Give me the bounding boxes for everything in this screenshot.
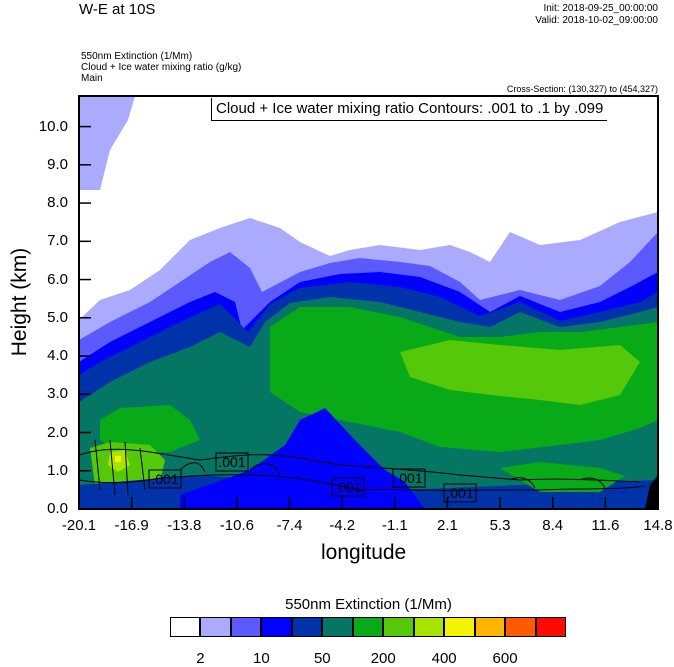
contour-label: .001 (446, 485, 473, 501)
y-tick-label: 0.0 (47, 500, 68, 517)
cross-section-label: Cross-Section: (130,327) to (454,327) (506, 84, 658, 94)
x-tick-labels: -20.1 -16.9 -13.8 -10.6 -7.4 -4.2 -1.1 2.1 5.3 8.… (0, 512, 674, 534)
x-tick-label: 2.1 (437, 517, 458, 534)
contour-info-box: Cloud + Ice water mixing ratio Contours:… (211, 98, 608, 121)
field-label-extinction: 550nm Extinction (1/Mm) (81, 51, 193, 62)
y-tick-label: 10.0 (38, 117, 68, 135)
level-green-blob (100, 405, 200, 452)
x-tick-label: -4.2 (329, 517, 356, 534)
colorbar-label: 2 (196, 650, 205, 667)
x-axis-label: longitude (321, 541, 407, 564)
contour-label: .001 (395, 470, 422, 486)
level-light-green-region (400, 340, 640, 405)
filled-contours (79, 96, 658, 509)
contour-label-box (148, 469, 182, 489)
x-tick-label: -13.8 (167, 517, 202, 534)
colorbar-label: 10 (253, 650, 270, 667)
x-tick-label: -16.9 (114, 517, 149, 534)
x-tick-label: 8.4 (542, 517, 564, 534)
colorbar-swatch (505, 617, 536, 637)
contour-label-box (331, 477, 365, 497)
chart-title: W-E at 10S (79, 1, 156, 18)
x-tick-label: 11.6 (591, 517, 620, 534)
contour-label-box (215, 452, 249, 472)
colorbar-swatch (413, 617, 445, 637)
level-lavender-blob (79, 96, 135, 190)
colorbar-swatch (291, 617, 323, 637)
colorbar-label: 400 (431, 650, 457, 667)
x-tick-label: -10.6 (219, 517, 254, 534)
y-tick-label: 9.0 (47, 155, 68, 173)
x-tick-label: -1.1 (381, 517, 408, 534)
y-tick-label: 6.0 (47, 270, 68, 288)
valid-time: Valid: 2018-10-02_09:00:00 (535, 15, 658, 26)
y-tick-label: 3.0 (47, 385, 68, 403)
colorbar-swatch (352, 617, 384, 637)
plot-frame (78, 95, 659, 510)
y-tick-label: 5.0 (47, 308, 68, 326)
y-axis-label: Height (km) (8, 247, 31, 357)
contour-label: .001 (151, 471, 178, 487)
colorbar-label: 200 (370, 650, 396, 667)
x-tick-label: -20.1 (61, 517, 97, 534)
mixing-ratio-contour-lines (79, 439, 646, 496)
x-tick-label: 14.8 (643, 517, 673, 534)
colorbar-swatch (230, 617, 262, 637)
colorbar-swatch (261, 617, 292, 637)
colorbar-swatch (444, 617, 475, 637)
contour-label: .001 (218, 454, 245, 470)
field-label-main: Main (81, 73, 103, 84)
y-tick-label: 4.0 (47, 347, 68, 365)
field-label-mixing-ratio: Cloud + Ice water mixing ratio (g/kg) (81, 62, 242, 73)
colorbar-swatch (170, 617, 201, 637)
contour-label-box (443, 483, 477, 503)
colorbar-label: 50 (313, 650, 331, 667)
terrain-corner (645, 475, 658, 509)
colorbar-label: 600 (492, 650, 518, 667)
colorbar-swatch (474, 617, 506, 637)
y-tick-label: 1.0 (47, 461, 68, 479)
init-time: Init: 2018-09-25_00:00:00 (543, 3, 658, 14)
y-tick-label: 2.0 (47, 423, 68, 441)
colorbar-swatch (535, 617, 566, 637)
x-tick-label: 5.3 (489, 517, 511, 534)
y-tick-label: 7.0 (47, 232, 68, 250)
contour-label: .001 (334, 479, 361, 495)
contour-label-box (392, 468, 426, 488)
colorbar-swatch (322, 617, 353, 637)
x-tick-label: -7.4 (276, 517, 303, 534)
colorbar-swatch (383, 617, 414, 637)
level-yellow-spot (115, 456, 121, 462)
y-tick-label: 8.0 (47, 194, 68, 212)
colorbar-title: 550nm Extinction (1/Mm) (285, 596, 452, 613)
colorbar-swatch (200, 617, 231, 637)
level-green-lowband (500, 462, 625, 492)
